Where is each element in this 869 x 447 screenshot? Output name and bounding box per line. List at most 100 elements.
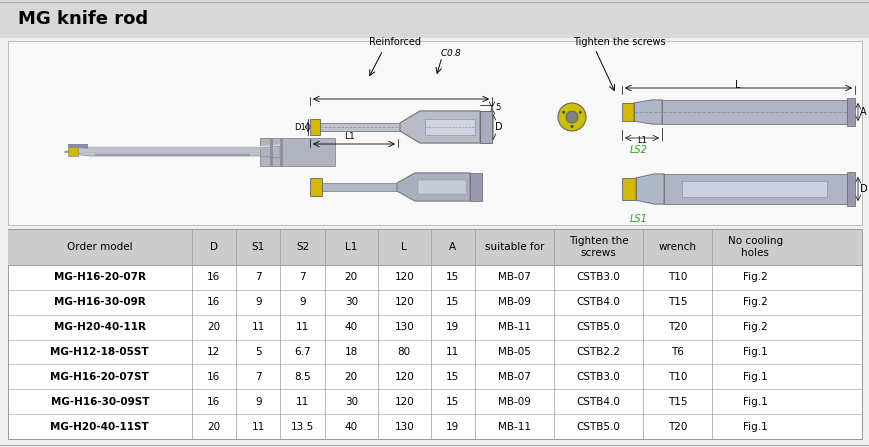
Text: 12: 12 bbox=[207, 347, 220, 357]
Bar bbox=[280, 138, 282, 166]
Text: MG-H20-40-11R: MG-H20-40-11R bbox=[54, 322, 146, 332]
Text: MB-11: MB-11 bbox=[497, 322, 530, 332]
Text: CSTB3.0: CSTB3.0 bbox=[576, 272, 620, 283]
Text: MG-H16-30-09R: MG-H16-30-09R bbox=[54, 297, 145, 307]
Text: MB-09: MB-09 bbox=[497, 297, 530, 307]
Text: T20: T20 bbox=[667, 322, 687, 332]
Text: 15: 15 bbox=[446, 397, 459, 407]
Polygon shape bbox=[396, 173, 469, 201]
Text: 15: 15 bbox=[446, 272, 459, 283]
Bar bbox=[663, 174, 846, 204]
Text: 9: 9 bbox=[299, 297, 306, 307]
Text: Fig.1: Fig.1 bbox=[742, 397, 766, 407]
Text: Fig.1: Fig.1 bbox=[742, 422, 766, 431]
Text: Fig.2: Fig.2 bbox=[742, 322, 766, 332]
Polygon shape bbox=[65, 145, 280, 152]
Bar bbox=[621, 103, 634, 121]
Text: LS1: LS1 bbox=[629, 214, 647, 224]
Text: Tighten the
screws: Tighten the screws bbox=[568, 236, 627, 258]
Bar bbox=[425, 119, 474, 135]
Text: .5: .5 bbox=[494, 104, 501, 113]
Text: L: L bbox=[401, 242, 407, 252]
Text: 18: 18 bbox=[344, 347, 357, 357]
Text: CSTB2.2: CSTB2.2 bbox=[576, 347, 620, 357]
Text: MG-H16-20-07R: MG-H16-20-07R bbox=[54, 272, 146, 283]
Text: Fig.1: Fig.1 bbox=[742, 347, 766, 357]
Polygon shape bbox=[634, 100, 661, 124]
Text: T15: T15 bbox=[667, 397, 687, 407]
Bar bbox=[661, 100, 846, 124]
Text: MG-H20-40-11ST: MG-H20-40-11ST bbox=[50, 422, 149, 431]
Text: S1: S1 bbox=[251, 242, 264, 252]
Bar bbox=[95, 154, 249, 156]
Bar bbox=[417, 180, 466, 194]
Bar bbox=[260, 138, 335, 166]
Bar bbox=[0, 0, 869, 38]
Text: D1: D1 bbox=[294, 122, 306, 131]
Text: 7: 7 bbox=[255, 372, 262, 382]
Text: L1: L1 bbox=[636, 136, 647, 145]
Bar bbox=[309, 119, 320, 135]
Circle shape bbox=[570, 125, 573, 128]
Text: No cooling
holes: No cooling holes bbox=[726, 236, 782, 258]
Bar bbox=[469, 173, 481, 201]
Text: D: D bbox=[859, 184, 866, 194]
Text: A: A bbox=[859, 107, 866, 117]
Bar bbox=[846, 98, 854, 126]
Text: 6.7: 6.7 bbox=[294, 347, 310, 357]
Text: S2: S2 bbox=[295, 242, 308, 252]
Text: 11: 11 bbox=[295, 397, 308, 407]
Text: A: A bbox=[449, 242, 456, 252]
Text: Fig.2: Fig.2 bbox=[742, 297, 766, 307]
Text: MG-H16-20-07ST: MG-H16-20-07ST bbox=[50, 372, 149, 382]
Text: MB-07: MB-07 bbox=[497, 272, 530, 283]
Polygon shape bbox=[400, 111, 480, 143]
Bar bbox=[480, 111, 492, 143]
Text: MG-H16-30-09ST: MG-H16-30-09ST bbox=[50, 397, 149, 407]
Text: MG knife rod: MG knife rod bbox=[18, 10, 148, 28]
Text: 40: 40 bbox=[344, 422, 357, 431]
Text: $\mathregular{C}$0.8: $\mathregular{C}$0.8 bbox=[440, 46, 461, 58]
Text: 11: 11 bbox=[251, 322, 264, 332]
Text: T10: T10 bbox=[667, 372, 687, 382]
Text: CSTB4.0: CSTB4.0 bbox=[576, 397, 620, 407]
Text: 130: 130 bbox=[394, 322, 414, 332]
Text: 20: 20 bbox=[344, 372, 357, 382]
Text: 8.5: 8.5 bbox=[294, 372, 310, 382]
Bar bbox=[68, 146, 78, 156]
Bar bbox=[681, 181, 826, 197]
Bar bbox=[309, 178, 322, 196]
Text: 30: 30 bbox=[344, 397, 357, 407]
Text: 20: 20 bbox=[207, 422, 220, 431]
Circle shape bbox=[557, 103, 586, 131]
Text: 120: 120 bbox=[394, 397, 414, 407]
Text: 80: 80 bbox=[397, 347, 410, 357]
Text: T10: T10 bbox=[667, 272, 687, 283]
Text: 11: 11 bbox=[251, 422, 264, 431]
Bar bbox=[8, 229, 861, 265]
Text: MB-07: MB-07 bbox=[497, 372, 530, 382]
Text: LS2: LS2 bbox=[629, 145, 647, 155]
Text: 30: 30 bbox=[344, 297, 357, 307]
Text: 13.5: 13.5 bbox=[290, 422, 314, 431]
Text: 20: 20 bbox=[344, 272, 357, 283]
Text: 15: 15 bbox=[446, 297, 459, 307]
Text: T6: T6 bbox=[670, 347, 683, 357]
Text: Tighten the screws: Tighten the screws bbox=[573, 37, 665, 47]
Text: 7: 7 bbox=[299, 272, 306, 283]
Text: Fig.2: Fig.2 bbox=[742, 272, 766, 283]
Text: Order model: Order model bbox=[67, 242, 132, 252]
Circle shape bbox=[578, 111, 581, 114]
Bar bbox=[846, 172, 854, 206]
Text: 11: 11 bbox=[446, 347, 459, 357]
Text: Reinforced: Reinforced bbox=[368, 37, 421, 47]
Bar bbox=[322, 183, 396, 191]
Text: 9: 9 bbox=[255, 297, 262, 307]
Text: MG-H12-18-05ST: MG-H12-18-05ST bbox=[50, 347, 149, 357]
Polygon shape bbox=[635, 174, 663, 204]
Text: Fig.1: Fig.1 bbox=[742, 372, 766, 382]
Text: suitable for: suitable for bbox=[484, 242, 543, 252]
Text: L1: L1 bbox=[345, 242, 357, 252]
Text: D: D bbox=[494, 122, 502, 132]
Text: L1: L1 bbox=[344, 132, 355, 141]
